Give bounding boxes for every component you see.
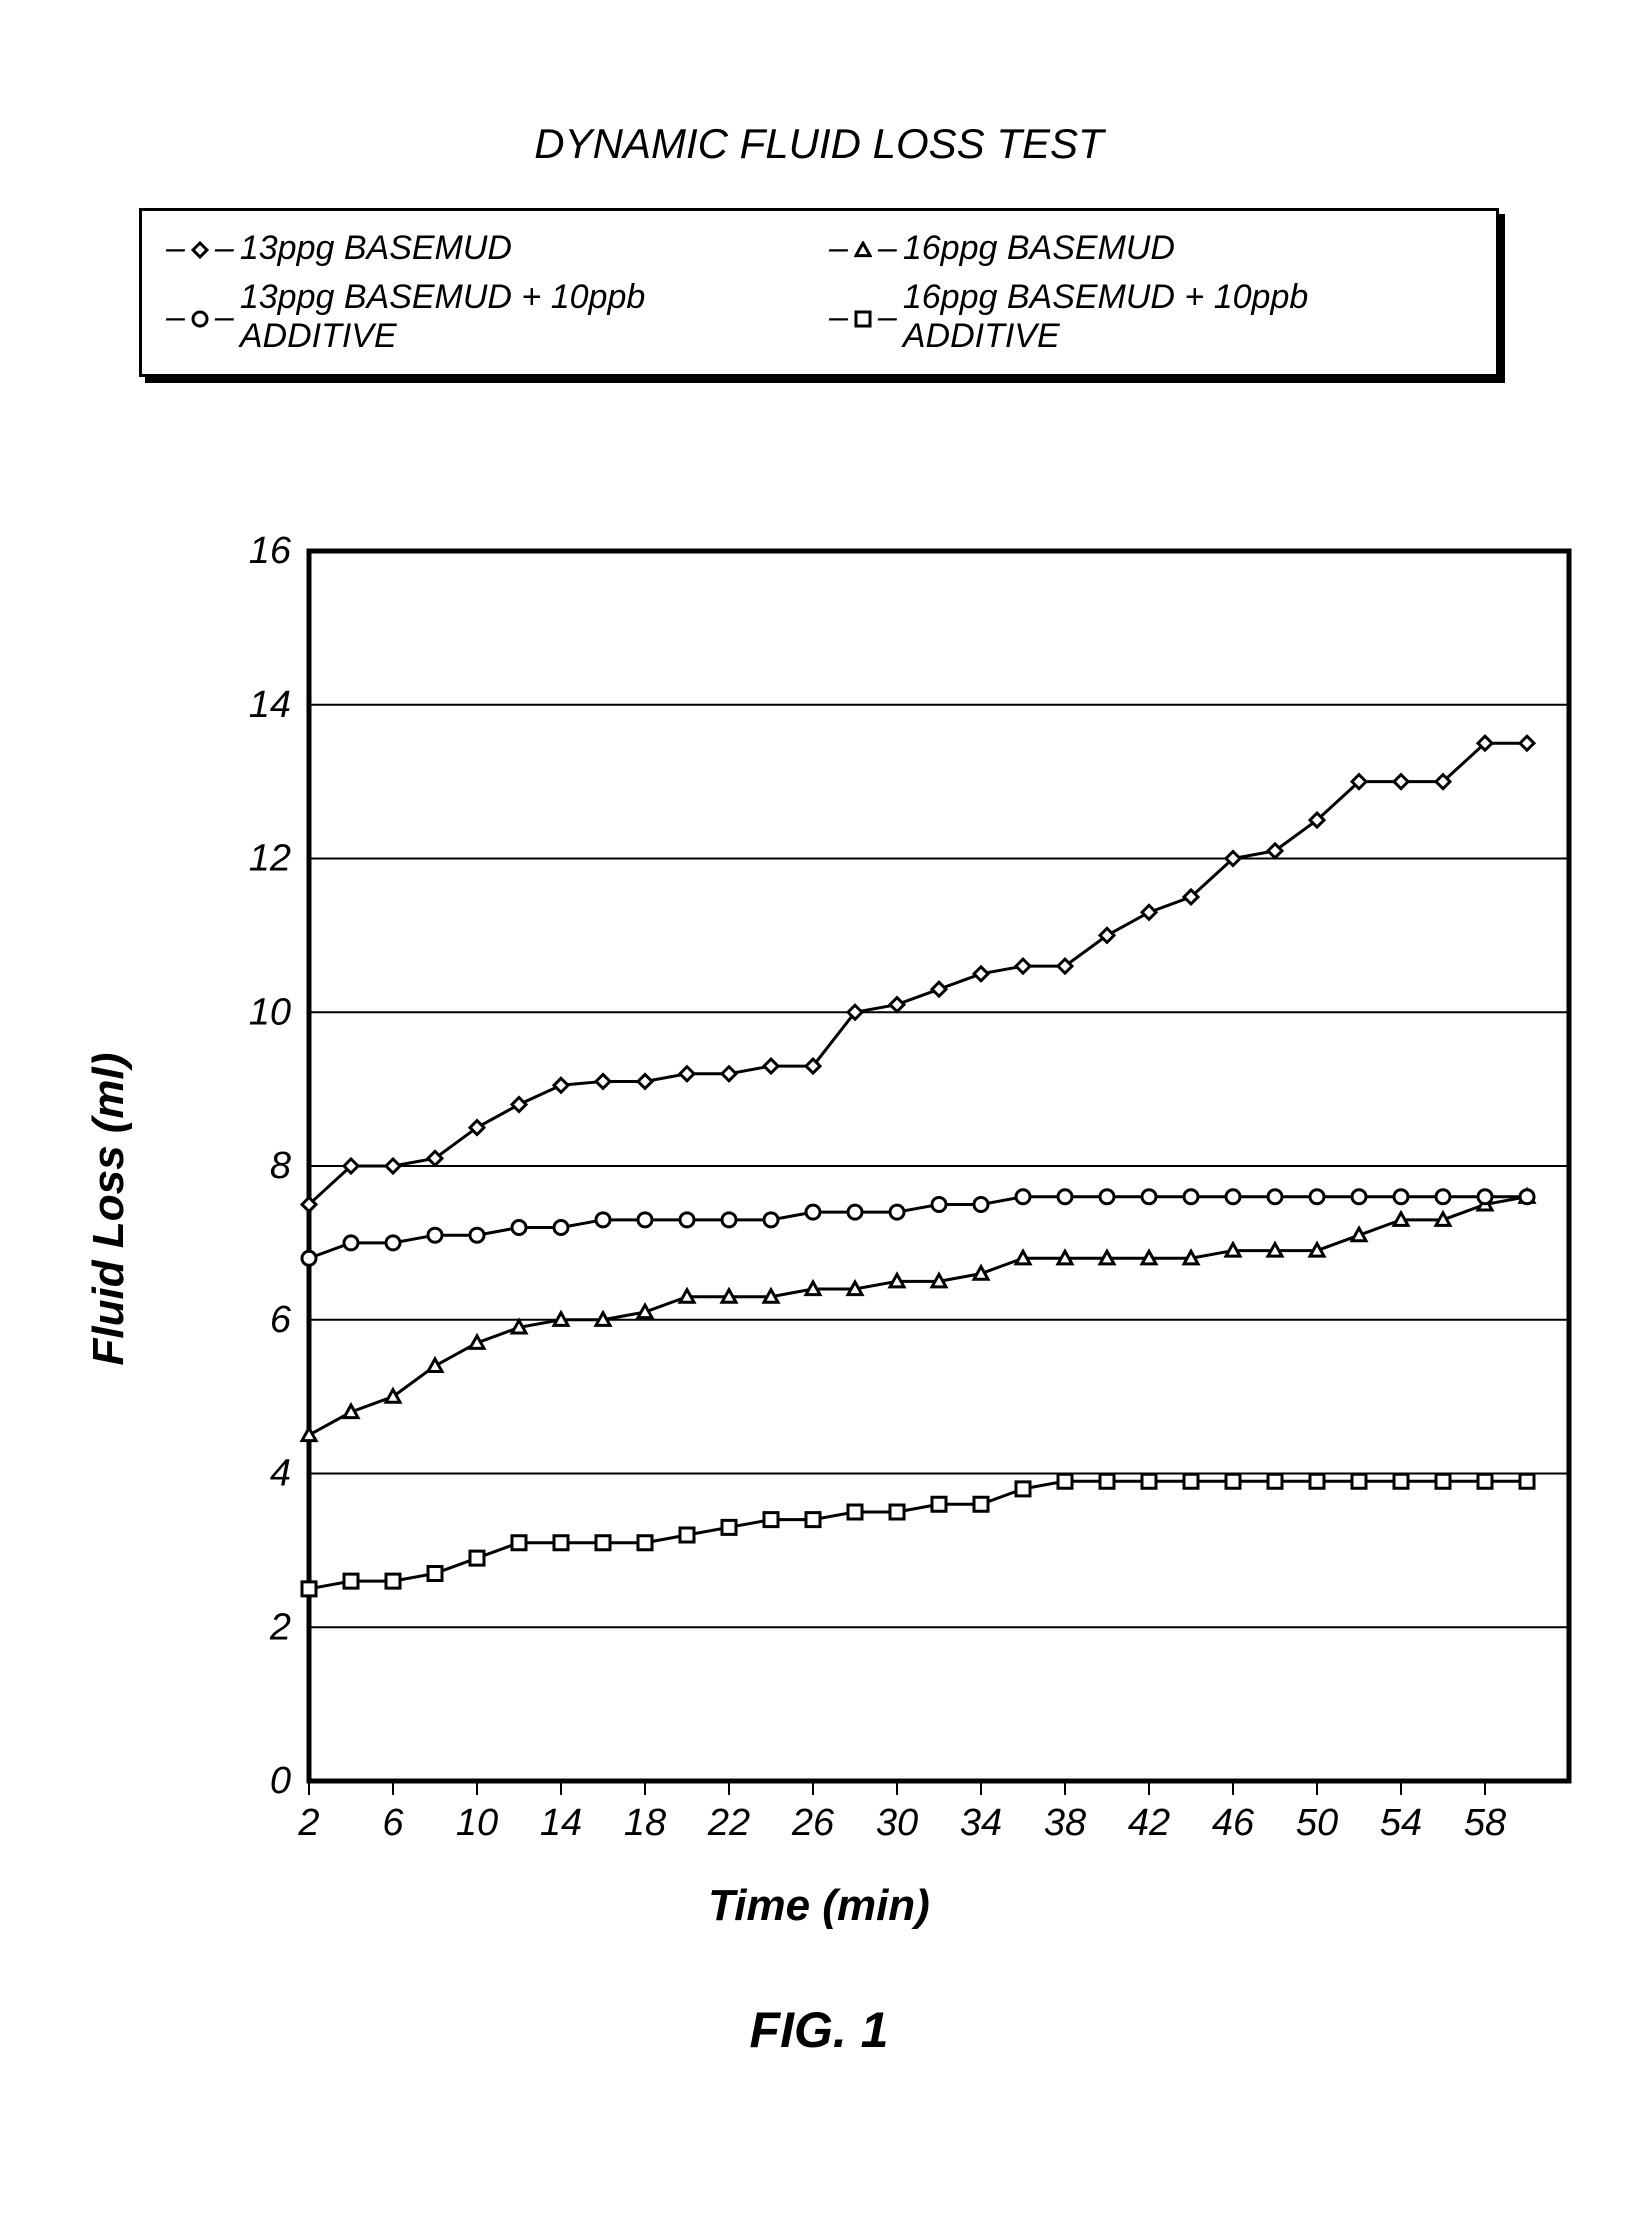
legend-series-label: 13ppg BASEMUD + 10ppb ADDITIVE [240, 278, 809, 356]
svg-text:46: 46 [1212, 1802, 1255, 1844]
legend-line-icon: – [829, 298, 848, 337]
legend-marker-icon [854, 298, 872, 337]
svg-text:50: 50 [1296, 1802, 1338, 1844]
legend-entry: ––16ppg BASEMUD + 10ppb ADDITIVE [829, 278, 1472, 356]
legend-line-icon: – [829, 229, 848, 268]
legend-line-icon: – [166, 298, 185, 337]
figure-number-label: FIG. 1 [80, 2001, 1558, 2059]
legend-entry: ––13ppg BASEMUD [166, 229, 809, 268]
svg-text:22: 22 [707, 1802, 750, 1844]
svg-text:8: 8 [270, 1145, 291, 1187]
y-axis-label: Fluid Loss (ml) [84, 1053, 134, 1366]
legend-marker-icon [191, 229, 209, 268]
legend-series-label: 16ppg BASEMUD + 10ppb ADDITIVE [903, 278, 1472, 356]
legend-entry: ––13ppg BASEMUD + 10ppb ADDITIVE [166, 278, 809, 356]
svg-text:16: 16 [249, 530, 292, 572]
svg-text:4: 4 [270, 1453, 291, 1495]
legend-box: ––13ppg BASEMUD––16ppg BASEMUD––13ppg BA… [139, 208, 1499, 377]
svg-text:30: 30 [876, 1802, 918, 1844]
chart-title: DYNAMIC FLUID LOSS TEST [80, 120, 1558, 168]
legend-line-icon: – [878, 229, 897, 268]
legend-marker-icon [191, 298, 209, 337]
svg-text:0: 0 [270, 1760, 291, 1802]
legend-line-icon: – [215, 298, 234, 337]
svg-text:6: 6 [270, 1299, 292, 1341]
legend-line-icon: – [215, 229, 234, 268]
svg-text:42: 42 [1128, 1802, 1170, 1844]
legend-line-icon: – [166, 229, 185, 268]
svg-text:14: 14 [540, 1802, 582, 1844]
chart-area: Fluid Loss (ml) 261014182226303438424650… [119, 487, 1519, 1931]
legend-marker-icon [854, 229, 872, 268]
legend-series-label: 16ppg BASEMUD [903, 229, 1175, 268]
svg-text:2: 2 [269, 1606, 291, 1648]
figure-page: DYNAMIC FLUID LOSS TEST ––13ppg BASEMUD–… [0, 0, 1638, 2231]
legend-series-label: 13ppg BASEMUD [240, 229, 512, 268]
svg-text:58: 58 [1464, 1802, 1506, 1844]
svg-text:54: 54 [1380, 1802, 1422, 1844]
svg-text:10: 10 [249, 991, 291, 1033]
svg-text:38: 38 [1044, 1802, 1086, 1844]
legend-line-icon: – [878, 298, 897, 337]
svg-text:10: 10 [456, 1802, 498, 1844]
svg-text:26: 26 [791, 1802, 835, 1844]
legend-entry: ––16ppg BASEMUD [829, 229, 1472, 268]
x-axis-label: Time (min) [119, 1881, 1519, 1931]
svg-text:12: 12 [249, 838, 291, 880]
svg-text:18: 18 [624, 1802, 666, 1844]
svg-text:34: 34 [960, 1802, 1002, 1844]
svg-text:2: 2 [297, 1802, 319, 1844]
svg-text:6: 6 [382, 1802, 404, 1844]
line-chart-svg: 2610141822263034384246505458024681012141… [219, 487, 1589, 1861]
svg-text:14: 14 [249, 684, 291, 726]
